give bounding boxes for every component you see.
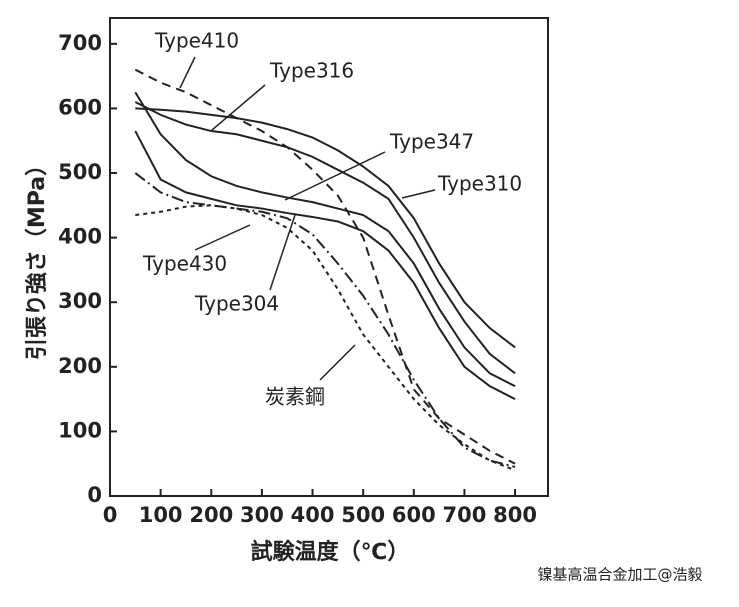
series-line bbox=[134, 130, 516, 400]
y-tick-label: 0 bbox=[87, 483, 102, 507]
annotation-leader bbox=[269, 214, 296, 291]
x-tick-label: 400 bbox=[291, 503, 335, 527]
x-tick-label: 300 bbox=[240, 503, 284, 527]
x-tick-label: 800 bbox=[493, 503, 537, 527]
x-tick-label: 200 bbox=[189, 503, 233, 527]
series-line bbox=[134, 101, 516, 375]
x-tick-label: 100 bbox=[139, 503, 183, 527]
series-line bbox=[134, 172, 516, 468]
plot-frame bbox=[109, 17, 549, 497]
annotation-leader bbox=[179, 56, 196, 89]
series-label: Type316 bbox=[269, 59, 354, 83]
y-axis-label: 引張り強さ（MPa） bbox=[24, 154, 50, 360]
series-line bbox=[135, 204, 516, 472]
y-tick-label: 300 bbox=[58, 289, 102, 313]
x-axis-label: 試験温度（℃） bbox=[251, 539, 410, 565]
series-label: Type304 bbox=[194, 292, 279, 316]
x-tick-label: 500 bbox=[341, 503, 385, 527]
series-label: Type430 bbox=[142, 252, 227, 276]
series-label: Type347 bbox=[389, 130, 474, 154]
series-line bbox=[134, 91, 516, 388]
annotation-leader bbox=[319, 344, 356, 381]
series-label: Type310 bbox=[437, 172, 522, 196]
annotation-leader bbox=[284, 151, 386, 201]
x-tick-label: 600 bbox=[392, 503, 436, 527]
x-tick-label: 700 bbox=[443, 503, 487, 527]
series-label: 炭素鋼 bbox=[265, 385, 325, 409]
watermark: 镍基高温合金加工@浩毅 bbox=[537, 566, 702, 584]
y-tick-label: 100 bbox=[58, 418, 102, 442]
annotation-leader bbox=[211, 84, 266, 131]
y-tick-label: 400 bbox=[58, 225, 102, 249]
y-tick-label: 600 bbox=[58, 95, 102, 119]
y-tick-label: 500 bbox=[58, 160, 102, 184]
x-tick-label: 0 bbox=[103, 503, 118, 527]
annotation-leader bbox=[401, 189, 436, 199]
annotation-leader bbox=[194, 224, 251, 251]
series-line bbox=[135, 107, 516, 349]
y-tick-label: 200 bbox=[58, 354, 102, 378]
y-tick-label: 700 bbox=[58, 31, 102, 55]
series-line bbox=[134, 68, 516, 465]
series-label: Type410 bbox=[154, 29, 239, 53]
